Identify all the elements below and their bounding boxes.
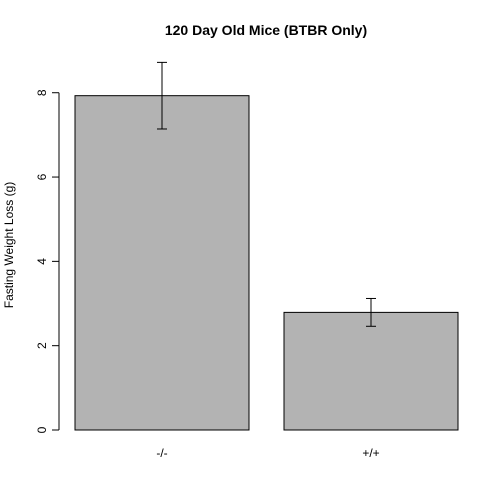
- y-tick-label: 4: [35, 258, 49, 265]
- bars-group: [74, 95, 459, 431]
- chart-title: 120 Day Old Mice (BTBR Only): [165, 22, 367, 38]
- x-tick-label: -/-: [156, 446, 167, 460]
- y-tick-label: 2: [35, 342, 49, 349]
- x-tick-label: +/+: [362, 446, 379, 460]
- x-tick-labels: -/- +/+: [156, 446, 379, 460]
- y-axis-label: Fasting Weight Loss (g): [2, 182, 16, 309]
- y-axis: 0 2 4 6 8: [35, 89, 60, 433]
- bar: [74, 95, 250, 431]
- error-bars-group: [157, 61, 376, 327]
- y-tick-label: 6: [35, 173, 49, 180]
- bar: [283, 311, 459, 431]
- y-tick-label: 8: [35, 89, 49, 96]
- y-tick-label: 0: [35, 426, 49, 433]
